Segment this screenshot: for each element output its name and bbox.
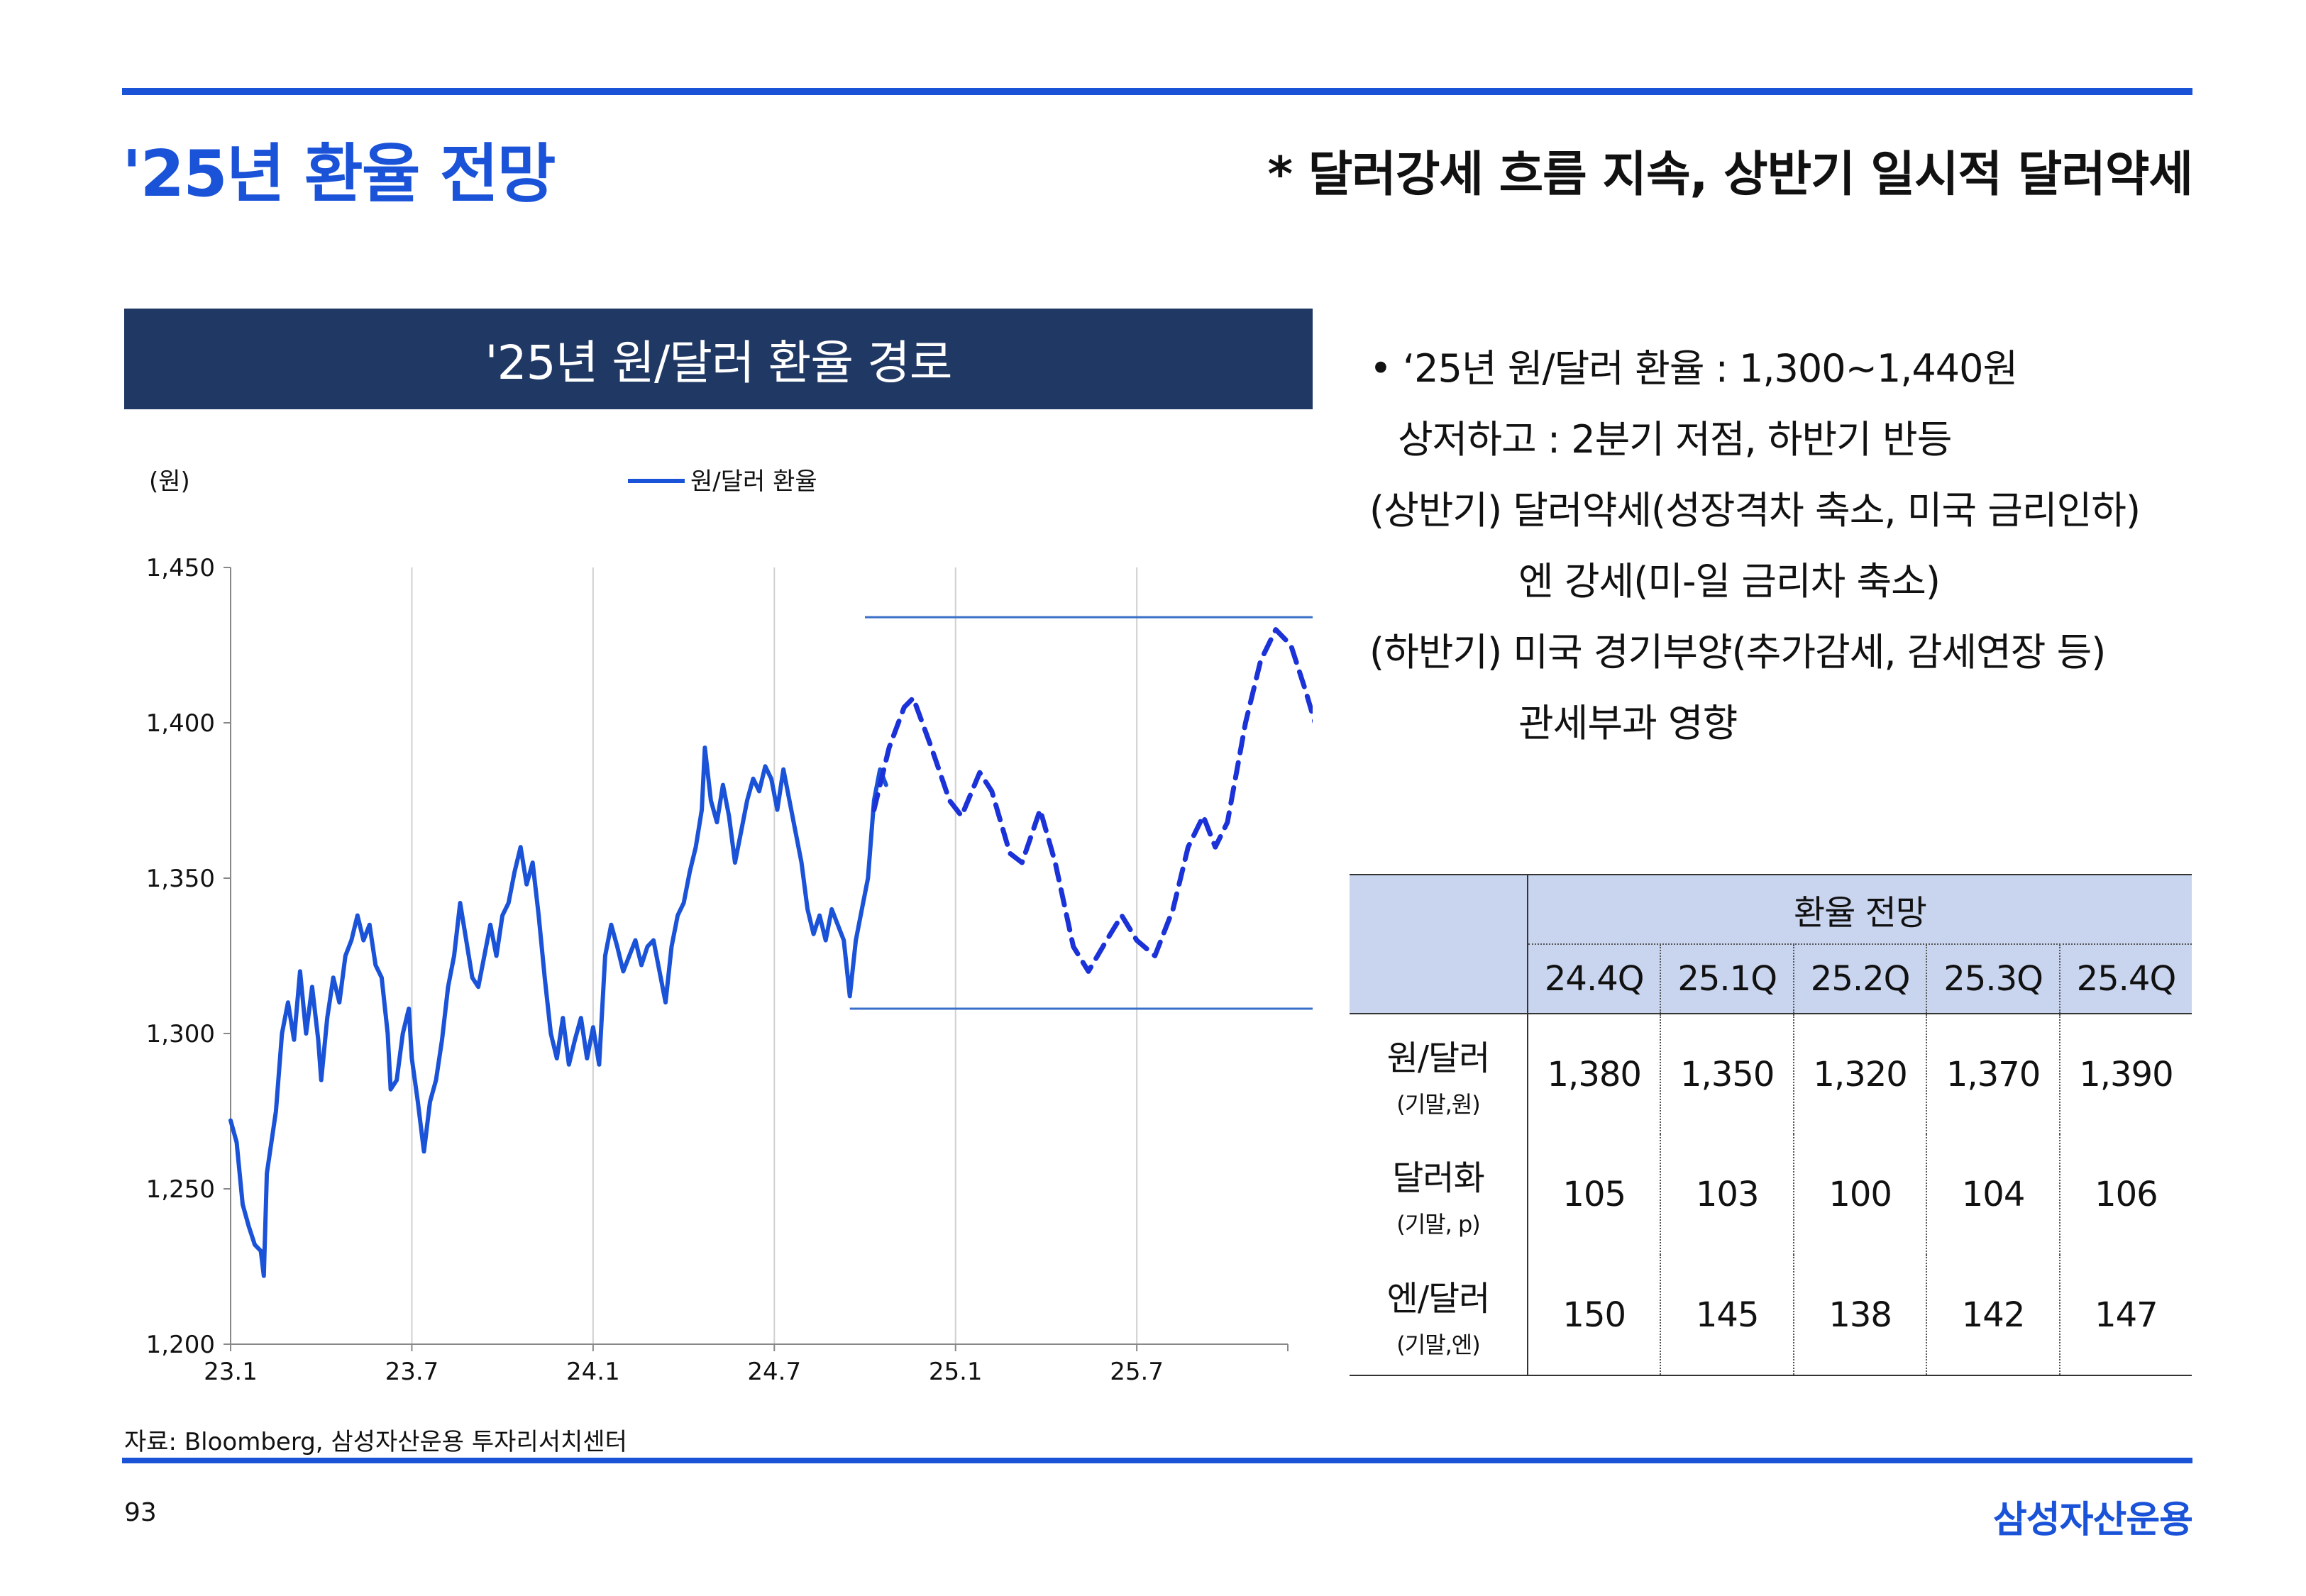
fx-line (228, 746, 888, 1278)
page-number: 93 (124, 1498, 157, 1527)
row-sublabel: (기말, p) (1396, 1211, 1481, 1238)
row-label: 엔/달러 (1386, 1278, 1491, 1319)
y-tick-label: 1,300 (146, 1020, 215, 1048)
table-cell: 100 (1792, 1134, 1927, 1255)
quarter-header: 25.2Q (1792, 944, 1927, 1014)
row-label-cell: 달러화 (기말, p) (1350, 1134, 1528, 1255)
x-tick-label: 24.7 (747, 1358, 801, 1386)
source-note: 자료: Bloomberg, 삼성자산운용 투자리서치센터 (124, 1428, 627, 1456)
forecast-line (871, 627, 1313, 974)
table-cell: 138 (1792, 1255, 1927, 1375)
table-cell: 103 (1660, 1134, 1794, 1255)
y-tick-label: 1,400 (146, 709, 215, 738)
bullet-h2-tariff: 관세부과 영향 (1518, 701, 1738, 746)
bullet-list: • ‘25년 원/달러 환율 : 1,300~1,440원 상저하고 : 2분기… (1369, 333, 2141, 759)
quarter-header: 24.4Q (1544, 959, 1645, 999)
y-tick-label: 1,250 (146, 1175, 215, 1204)
row-label: 원/달러 (1386, 1038, 1491, 1078)
table-cell: 106 (2058, 1134, 2192, 1255)
x-tick-label: 25.7 (1110, 1358, 1164, 1386)
table-cell: 105 (1562, 1175, 1626, 1214)
bullet-path: 상저하고 : 2분기 저점, 하반기 반등 (1398, 417, 1952, 462)
table-cell: 142 (1926, 1255, 2060, 1375)
fx-chart: 23.1 23.7 24.1 24.7 25.1 25.7 1,200 1,250 1,300 1… (146, 467, 1313, 1386)
page-subtitle: * 달러강세 흐름 지속, 상반기 일시적 달러약세 (1267, 147, 2193, 203)
bullet-h1-yen: 엔 강세(미-일 금리차 축소) (1518, 559, 1941, 604)
row-label-cell: 엔/달러 (기말,엔) (1350, 1255, 1528, 1375)
table-row: 원/달러 (기말,원) 1,380 1,350 1,320 1,370 1,39… (1350, 1014, 2192, 1134)
y-tick-label: 1,200 (146, 1331, 215, 1359)
table-cell: 147 (2058, 1255, 2192, 1375)
chart-header: '25년 원/달러 환율 경로 (124, 309, 1313, 409)
y-axis-label: (원) (149, 467, 190, 496)
table-row: 엔/달러 (기말,엔) 150 145 138 142 147 (1350, 1255, 2192, 1375)
bullet-h2: (하반기) 미국 경기부양(추가감세, 감세연장 등) (1369, 630, 2106, 675)
bullet-range: • ‘25년 원/달러 환율 : 1,300~1,440원 (1369, 346, 2018, 391)
table-corner (1350, 874, 1528, 1014)
y-tick-label: 1,350 (146, 865, 215, 893)
table-cell: 104 (1926, 1134, 2060, 1255)
quarter-header: 25.1Q (1660, 944, 1794, 1014)
brand-logo: 삼성자산운용 (1992, 1499, 2193, 1541)
table-cell: 1,350 (1660, 1014, 1794, 1134)
table-cell: 1,320 (1792, 1014, 1927, 1134)
quarter-header: 25.3Q (1926, 944, 2060, 1014)
table-cell: 150 (1562, 1295, 1626, 1335)
table-row: 달러화 (기말, p) 105 103 100 104 106 (1350, 1134, 2192, 1255)
y-tick-label: 1,450 (146, 554, 215, 582)
page-title: '25년 환율 전망 (122, 137, 556, 211)
x-tick-label: 24.1 (566, 1358, 620, 1386)
table-cell: 145 (1660, 1255, 1794, 1375)
table-group-header: 환율 전망 (1528, 874, 2192, 945)
row-label: 달러화 (1392, 1158, 1484, 1198)
forecast-table: 환율 전망 24.4Q 25.1Q 25.2Q 25.3Q 25.4Q 원/달러… (1350, 874, 2192, 1376)
table-cell: 1,380 (1547, 1054, 1642, 1095)
row-label-cell: 원/달러 (기말,원) (1350, 1014, 1528, 1134)
row-sublabel: (기말,엔) (1396, 1331, 1480, 1358)
table-cell: 1,390 (2058, 1014, 2192, 1134)
top-divider (122, 88, 2192, 95)
x-tick-label: 23.1 (204, 1358, 258, 1386)
bottom-divider (122, 1458, 2192, 1463)
row-sublabel: (기말,원) (1396, 1090, 1480, 1118)
x-tick-label: 25.1 (929, 1358, 983, 1386)
x-tick-label: 23.7 (385, 1358, 439, 1386)
quarter-header: 25.4Q (2058, 944, 2192, 1014)
table-cell: 1,370 (1926, 1014, 2060, 1134)
bullet-h1: (상반기) 달러약세(성장격차 축소, 미국 금리인하) (1369, 488, 2141, 533)
legend-label: 원/달러 환율 (690, 467, 817, 496)
